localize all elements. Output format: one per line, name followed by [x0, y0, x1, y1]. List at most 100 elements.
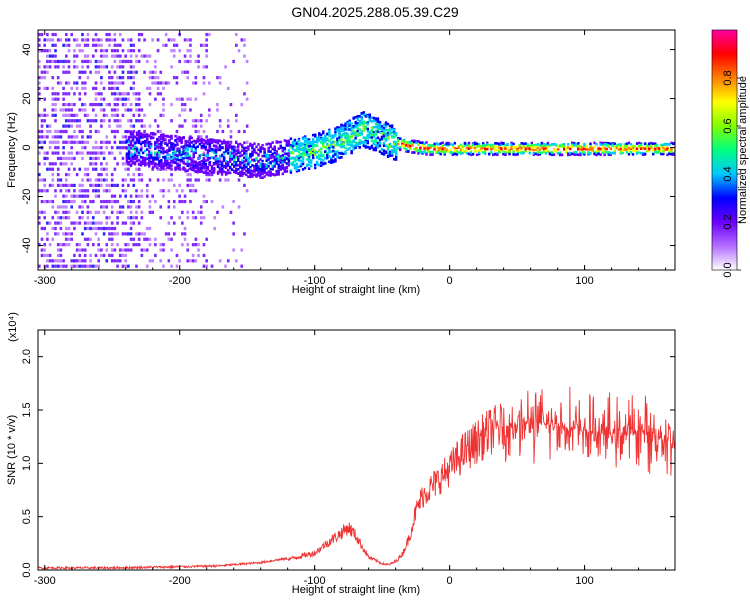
heatmap-cell	[62, 86, 65, 91]
heatmap-cell	[81, 38, 84, 42]
heatmap-cell	[145, 189, 149, 193]
heatmap-cell	[625, 145, 629, 148]
heatmap-cell	[295, 165, 299, 169]
heatmap-cell	[490, 151, 493, 154]
heatmap-cell	[394, 152, 398, 156]
heatmap-cell	[158, 139, 161, 142]
heatmap-cell	[204, 159, 208, 163]
heatmap-cell	[48, 129, 52, 134]
heatmap-cell	[382, 137, 386, 141]
heatmap-cell	[129, 124, 133, 128]
heatmap-cell	[356, 124, 359, 127]
heatmap-cell	[154, 253, 157, 258]
heatmap-cell	[159, 205, 163, 209]
heatmap-cell	[43, 65, 46, 69]
heatmap-cell	[204, 148, 208, 151]
heatmap-cell	[186, 216, 190, 220]
heatmap-cell	[75, 221, 79, 225]
heatmap-cell	[105, 226, 109, 231]
heatmap-cell	[154, 132, 157, 136]
heatmap-cell	[330, 144, 333, 148]
heatmap-cell	[484, 150, 487, 153]
heatmap-cell	[255, 169, 258, 172]
heatmap-cell	[125, 160, 129, 164]
heatmap-cell	[64, 119, 68, 123]
heatmap-cell	[100, 205, 103, 209]
heatmap-cell	[271, 166, 274, 169]
heatmap-cell	[500, 141, 503, 145]
heatmap-cell	[641, 151, 645, 155]
heatmap-cell	[86, 205, 90, 209]
heatmap-cell	[348, 124, 351, 127]
heatmap-cell	[86, 119, 90, 123]
heatmap-cell	[654, 142, 657, 146]
heatmap-cell	[86, 140, 90, 144]
heatmap-cell	[326, 153, 329, 157]
heatmap-cell	[62, 102, 65, 107]
heatmap-cell	[658, 150, 661, 154]
heatmap-cell	[160, 161, 163, 165]
heatmap-cell	[181, 232, 184, 236]
heatmap-cell	[301, 162, 305, 166]
heatmap-cell	[151, 167, 154, 171]
heatmap-cell	[129, 216, 133, 220]
heatmap-cell	[229, 129, 233, 134]
heatmap-cell	[129, 232, 133, 236]
heatmap-cell	[105, 140, 109, 144]
heatmap-cell	[154, 259, 157, 263]
heatmap-cell	[232, 167, 235, 171]
heatmap-cell	[631, 146, 635, 150]
heatmap-cell	[38, 264, 41, 268]
heatmap-cell	[235, 171, 238, 174]
heatmap-cell	[102, 210, 106, 214]
heatmap-cell	[197, 76, 200, 80]
heatmap-cell	[332, 140, 335, 144]
heatmap-cell	[145, 144, 149, 147]
heatmap-cell	[194, 259, 198, 263]
heatmap-cell	[322, 142, 325, 145]
heatmap-cell	[46, 86, 49, 91]
heatmap-cell	[62, 162, 65, 166]
heatmap-cell	[540, 151, 544, 155]
heatmap-cell	[205, 43, 208, 47]
heatmap-cell	[366, 127, 370, 131]
heatmap-cell	[291, 147, 295, 151]
heatmap-cell	[129, 76, 133, 80]
heatmap-cell	[388, 132, 392, 136]
heatmap-cell	[64, 194, 68, 198]
heatmap-cell	[162, 189, 165, 193]
heatmap-cell	[40, 199, 44, 204]
heatmap-cell	[455, 149, 459, 153]
heatmap-cell	[346, 148, 349, 152]
heatmap-cell	[372, 135, 376, 138]
heatmap-cell	[38, 92, 41, 96]
heatmap-cell	[132, 178, 136, 182]
heatmap-cell	[668, 149, 671, 152]
heatmap-cell	[83, 199, 87, 204]
heatmap-cell	[162, 226, 165, 231]
heatmap-cell	[43, 97, 46, 101]
heatmap-cell	[94, 151, 98, 155]
heatmap-cell	[277, 169, 280, 173]
heatmap-cell	[259, 172, 262, 175]
heatmap-cell	[607, 145, 610, 148]
heatmap-cell	[245, 163, 248, 166]
heatmap-cell	[239, 151, 242, 154]
heatmap-cell	[38, 173, 41, 177]
heatmap-cell	[48, 183, 52, 187]
heatmap-cell	[67, 70, 71, 74]
heatmap-cell	[86, 135, 90, 139]
heatmap-cell	[105, 183, 109, 187]
heatmap-cell	[226, 163, 230, 166]
heatmap-cell	[137, 151, 141, 154]
heatmap-cell	[318, 153, 321, 157]
heatmap-cell	[394, 151, 398, 154]
heatmap-cell	[475, 153, 479, 157]
heatmap-cell	[376, 126, 380, 129]
heatmap-cell	[370, 131, 374, 134]
heatmap-cell	[67, 183, 71, 187]
heatmap-cell	[212, 138, 216, 142]
heatmap-cell	[116, 124, 119, 128]
heatmap-cell	[328, 155, 331, 158]
heatmap-cell	[265, 153, 268, 157]
